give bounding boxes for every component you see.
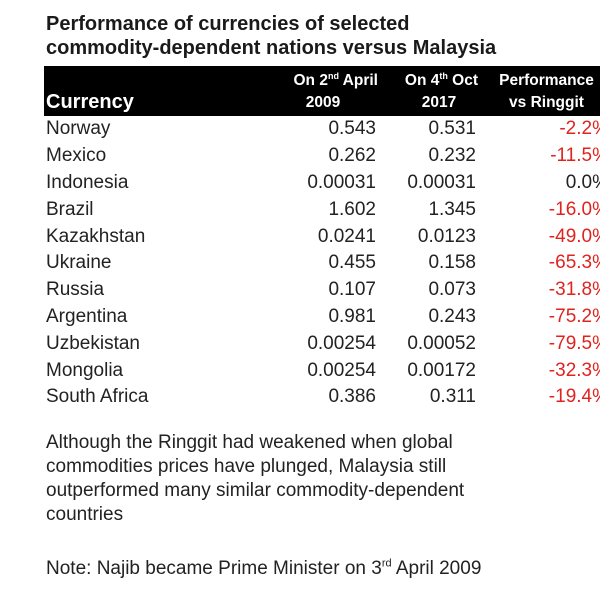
header-2017-line-2: 2017 <box>421 94 457 111</box>
table-row: Brazil 1.602 1.345 -16.0% <box>44 196 600 223</box>
cell-performance: -49.0% <box>548 225 600 247</box>
title-line-1: Performance of currencies of selected <box>46 13 410 35</box>
table-row: Indonesia 0.00031 0.00031 0.0% <box>44 170 600 197</box>
header-2017-suffix: Oct <box>447 72 478 89</box>
table-row: Norway 0.543 0.531 -2.2% <box>44 116 600 143</box>
cell-performance: -75.2% <box>548 305 600 327</box>
cell-2017: 0.0123 <box>417 225 476 247</box>
table-header-row: Currency On 2nd April 2009 On 4th Oct 20… <box>44 66 600 116</box>
cell-2009: 0.543 <box>328 118 376 140</box>
cell-currency: South Africa <box>46 386 149 408</box>
header-2017: On 4th Oct 2017 <box>380 66 480 116</box>
summary-line-1: Although the Ringgit had weakened when g… <box>46 432 453 453</box>
cell-2009: 0.107 <box>328 279 376 301</box>
cell-2017: 0.00052 <box>407 332 476 354</box>
table-row: South Africa 0.386 0.311 -19.4% <box>44 384 600 411</box>
header-2009-sup: nd <box>327 70 339 81</box>
cell-2017: 0.311 <box>429 386 476 408</box>
cell-2017: 1.345 <box>428 198 476 220</box>
cell-2009: 1.602 <box>328 198 376 220</box>
cell-performance: -32.3% <box>548 359 600 381</box>
cell-currency: Indonesia <box>46 171 129 193</box>
table-row: Mexico 0.262 0.232 -11.5% <box>44 143 600 170</box>
footnote-suffix: April 2009 <box>391 558 482 579</box>
header-performance: Performance vs Ringgit <box>480 66 600 116</box>
cell-2009: 0.455 <box>328 252 376 274</box>
cell-performance: -79.5% <box>548 332 600 354</box>
cell-performance: -11.5% <box>550 145 600 167</box>
header-2009-prefix: On 2 <box>293 72 328 89</box>
header-performance-line-1: Performance <box>499 72 594 89</box>
cell-2009: 0.00031 <box>307 171 376 193</box>
currency-table: Currency On 2nd April 2009 On 4th Oct 20… <box>44 66 600 411</box>
header-2009-line-1: On 2nd April <box>228 70 379 92</box>
cell-2009: 0.0241 <box>317 225 376 247</box>
cell-performance: -31.8% <box>548 279 600 301</box>
summary-line-4: countries <box>46 504 124 525</box>
table-body: Norway 0.543 0.531 -2.2% Mexico 0.262 0.… <box>44 116 600 411</box>
table-row: Mongolia 0.00254 0.00172 -32.3% <box>44 357 600 384</box>
table-row: Argentina 0.981 0.243 -75.2% <box>44 304 600 331</box>
cell-2017: 0.073 <box>428 279 476 301</box>
cell-2009: 0.00254 <box>307 332 376 354</box>
cell-currency: Mongolia <box>46 359 124 381</box>
cell-currency: Ukraine <box>46 252 112 274</box>
cell-2009: 0.981 <box>328 305 376 327</box>
cell-2009: 0.00254 <box>307 359 376 381</box>
footnote-prefix: Note: Najib became Prime Minister on 3 <box>46 558 382 579</box>
footnote-sup: rd <box>381 557 392 570</box>
cell-performance: -2.2% <box>559 118 600 140</box>
summary-line-3: outperformed many similar commodity-depe… <box>46 480 465 501</box>
cell-2017: 0.00031 <box>407 171 476 193</box>
cell-performance: -16.0% <box>548 198 600 220</box>
cell-2017: 0.243 <box>428 305 476 327</box>
summary-paragraph: Although the Ringgit had weakened when g… <box>46 431 576 527</box>
cell-2009: 0.386 <box>328 386 376 408</box>
cell-2017: 0.00172 <box>407 359 476 381</box>
table-row: Kazakhstan 0.0241 0.0123 -49.0% <box>44 223 600 250</box>
table-row: Russia 0.107 0.073 -31.8% <box>44 277 600 304</box>
footnote: Note: Najib became Prime Minister on 3rd… <box>46 557 576 581</box>
header-performance-line-2: vs Ringgit <box>509 94 584 111</box>
header-currency: Currency <box>46 91 134 113</box>
cell-2017: 0.232 <box>428 145 476 167</box>
cell-currency: Brazil <box>46 198 94 220</box>
table-row: Ukraine 0.455 0.158 -65.3% <box>44 250 600 277</box>
header-2017-prefix: On 4 <box>404 72 440 89</box>
cell-2017: 0.158 <box>428 252 476 274</box>
cell-currency: Argentina <box>46 305 128 327</box>
title-line-2: commodity-dependent nations versus Malay… <box>46 37 497 59</box>
header-2017-line-1: On 4th Oct <box>380 70 478 92</box>
cell-currency: Norway <box>46 118 111 140</box>
cell-performance: -65.3% <box>548 252 600 274</box>
cell-performance: -19.4% <box>548 386 600 408</box>
table-row: Uzbekistan 0.00254 0.00052 -79.5% <box>44 330 600 357</box>
cell-performance: 0.0% <box>565 171 600 193</box>
cell-2009: 0.262 <box>328 145 376 167</box>
header-2009-suffix: April <box>338 72 378 89</box>
page-title: Performance of currencies of selected co… <box>46 12 586 60</box>
header-2017-sup: th <box>439 70 448 81</box>
summary-line-2: commodities prices have plunged, Malaysi… <box>46 456 447 477</box>
cell-currency: Russia <box>46 279 105 301</box>
cell-currency: Uzbekistan <box>46 332 140 354</box>
cell-currency: Mexico <box>46 145 107 167</box>
cell-currency: Kazakhstan <box>46 225 146 247</box>
cell-2017: 0.531 <box>428 118 476 140</box>
header-2009: On 2nd April 2009 <box>228 66 380 116</box>
header-2009-line-2: 2009 <box>305 94 341 111</box>
